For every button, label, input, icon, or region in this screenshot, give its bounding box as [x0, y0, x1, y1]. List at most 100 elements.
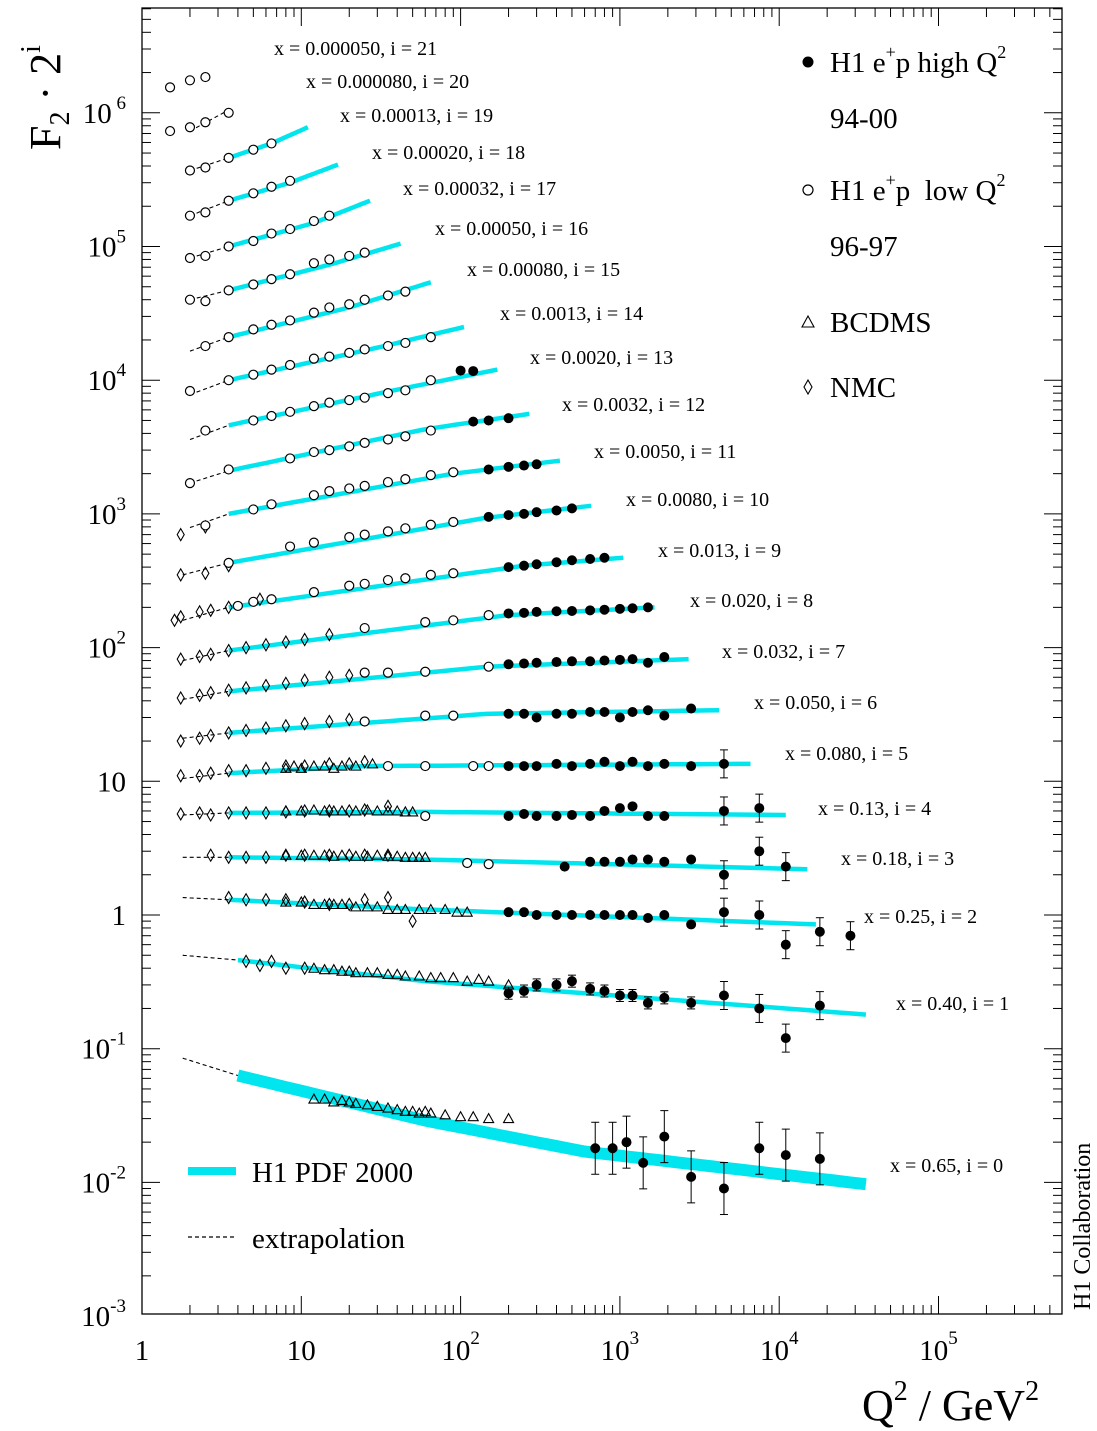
nmc-point	[408, 914, 417, 929]
h1-low-q2-point	[344, 532, 355, 543]
h1-high-q2-point	[599, 655, 610, 666]
h1-low-q2-point	[308, 446, 320, 458]
h1-low-q2-point	[483, 610, 494, 621]
nmc-point	[300, 961, 309, 976]
h1-low-q2-point	[483, 859, 494, 870]
bcdms-point	[391, 1103, 404, 1115]
series-label-i15: x = 0.00080, i = 15	[467, 259, 620, 281]
h1-low-q2-point	[248, 188, 259, 199]
bcdms-point	[336, 804, 348, 816]
legend-h1-low-q2-label: H1 e+p low Q2	[830, 170, 1005, 207]
nmc-point	[224, 850, 233, 865]
series-label-i0: x = 0.65, i = 0	[890, 1155, 1003, 1177]
series-label-i1: x = 0.40, i = 1	[896, 993, 1009, 1015]
h1-low-q2-point	[359, 667, 370, 678]
bcdms-point	[327, 898, 340, 909]
h1-low-q2-point	[248, 369, 259, 380]
h1-low-q2-point	[248, 415, 259, 426]
legend-extrapolation-label: extrapolation	[252, 1223, 406, 1255]
h1-high-q2-point	[621, 1137, 632, 1148]
h1-low-q2-point	[266, 410, 277, 422]
extrapolation-curve-i10	[182, 562, 229, 576]
h1-low-q2-point	[266, 319, 277, 330]
bcdms-point	[419, 851, 432, 862]
h1-low-q2-point	[248, 504, 259, 515]
bcdms-point	[502, 1112, 515, 1124]
series-label-i11: x = 0.0050, i = 11	[594, 441, 736, 463]
bcdms-point	[295, 849, 308, 860]
bcdms-point	[349, 804, 362, 816]
y-axis-title-superscript: i	[16, 45, 47, 53]
series-label-i20: x = 0.000080, i = 20	[306, 71, 469, 93]
nmc-point	[224, 683, 233, 698]
nmc-point	[261, 637, 271, 652]
pdf-fit-curve-i8	[228, 605, 655, 653]
h1-low-q2-point	[284, 453, 296, 464]
h1-low-q2-point	[164, 82, 176, 93]
h1-high-q2-point	[551, 910, 562, 920]
h1-high-q2-point	[780, 1033, 791, 1044]
nmc-point	[224, 890, 233, 905]
bcdms-point	[382, 804, 394, 816]
h1-high-q2-point	[718, 758, 729, 769]
pdf-fit-curve-i9	[228, 555, 624, 610]
series-label-i17: x = 0.00032, i = 17	[403, 178, 556, 200]
nmc-point	[176, 567, 185, 582]
nmc-point	[176, 768, 185, 783]
h1-high-q2-point	[627, 603, 638, 614]
h1-high-q2-point	[503, 608, 514, 619]
h1-low-q2-point	[308, 215, 320, 227]
h1-high-q2-point	[551, 657, 562, 668]
nmc-point	[281, 634, 290, 650]
nmc-point	[176, 527, 185, 542]
h1-high-q2-point	[585, 910, 596, 920]
bcdms-point	[472, 973, 485, 984]
h1-high-q2-point	[642, 854, 653, 865]
h1-high-q2-point	[627, 910, 638, 920]
bcdms-point	[371, 804, 384, 816]
bcdms-point	[424, 971, 437, 983]
bcdms-point	[454, 1110, 467, 1122]
bcdms-point	[361, 1098, 374, 1110]
h1-low-q2-point	[308, 353, 320, 364]
series-label-i10: x = 0.0080, i = 10	[626, 489, 769, 511]
h1-low-q2-point	[200, 520, 211, 531]
h1-high-q2-point	[483, 464, 494, 475]
h1-high-q2-point	[614, 761, 625, 772]
h1-high-q2-point	[627, 801, 638, 812]
series-label-i12: x = 0.0032, i = 12	[562, 394, 705, 416]
bcdms-point	[371, 849, 384, 860]
h1-low-q2-point	[184, 294, 196, 305]
h1-high-q2-point	[718, 869, 729, 880]
nmc-point	[360, 754, 369, 769]
h1-low-q2-point	[344, 580, 355, 591]
bcdms-point	[343, 965, 356, 976]
extrapolation-curve-i14	[189, 379, 229, 396]
extrapolation-curve-i8	[182, 650, 229, 662]
legend-h1-high-q2-years: 94-00	[830, 103, 898, 135]
h1-high-q2-point	[642, 705, 653, 716]
h1-high-q2-point	[503, 413, 514, 424]
h1-low-q2-point	[324, 486, 335, 497]
h1-low-q2-point	[483, 760, 494, 772]
h1-low-q2-point	[223, 557, 234, 569]
bcdms-point	[327, 963, 340, 975]
bcdms-point	[318, 849, 331, 860]
h1-high-q2-point	[845, 930, 856, 941]
nmc-point	[224, 600, 233, 615]
nmc-point	[241, 763, 251, 778]
h1-low-q2-point	[308, 307, 320, 318]
series-label-i6: x = 0.050, i = 6	[754, 692, 877, 714]
bcdms-point	[382, 850, 394, 861]
h1-low-q2-point	[248, 596, 259, 607]
h1-high-q2-point	[503, 562, 514, 573]
bcdms-point	[361, 966, 374, 978]
nmc-point	[383, 890, 393, 905]
bcdms-point	[399, 903, 412, 915]
h1-high-q2-point	[531, 979, 542, 990]
h1-low-q2-point	[223, 285, 234, 296]
nmc-point	[345, 803, 354, 819]
h1-high-q2-point	[483, 511, 494, 522]
h1-low-q2-point	[223, 464, 234, 475]
nmc-point	[383, 799, 393, 814]
